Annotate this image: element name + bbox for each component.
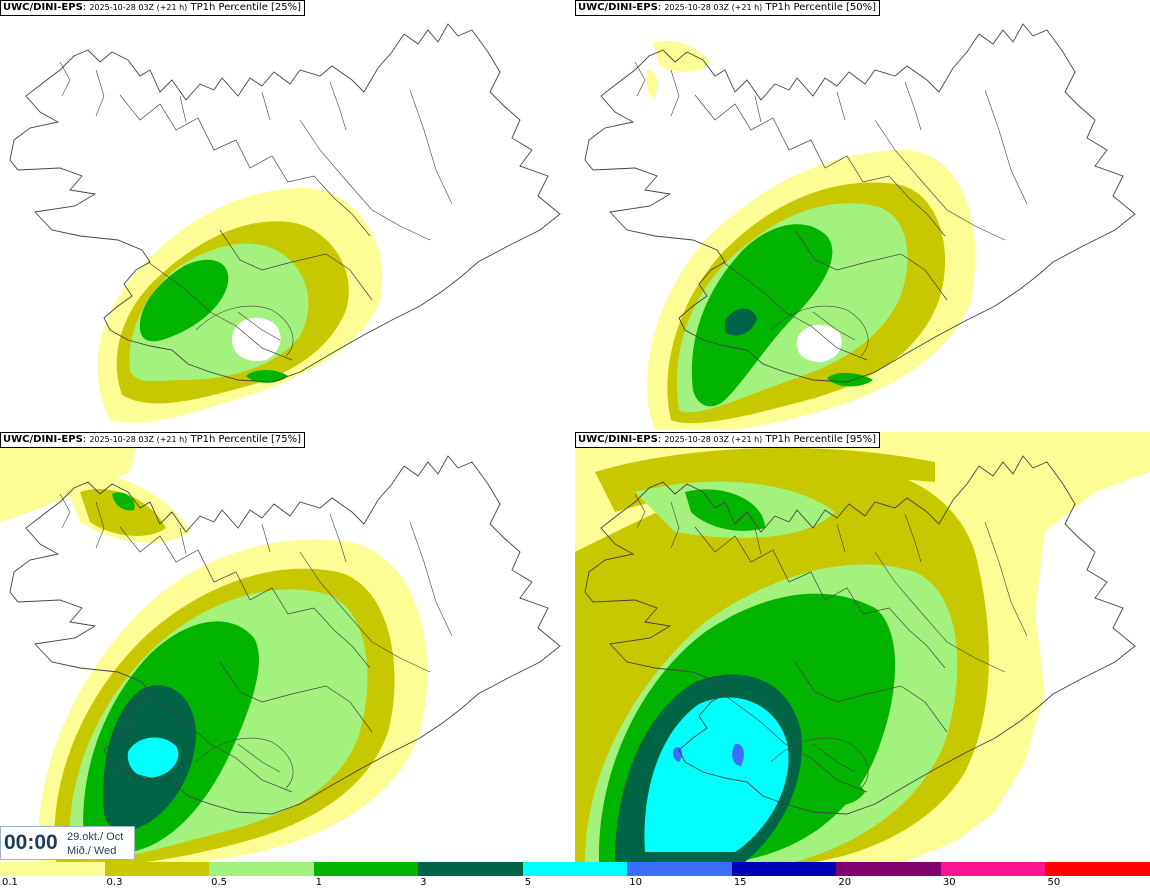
valid-time: 00:00: [4, 831, 58, 854]
run-info: 2025-10-28 03Z (+21 h): [664, 435, 763, 444]
model-name: UWC/DINI-EPS: [3, 2, 83, 13]
map-panel-50: UWC/DINI-EPS: 2025-10-28 03Z (+21 h) TP1…: [575, 0, 1150, 430]
legend-tick-label: 0.3: [106, 877, 123, 888]
legend-swatch: [731, 862, 837, 876]
precip-area-1: [691, 224, 833, 407]
legend-tick-label: 5: [524, 877, 532, 888]
legend-tick-label: 20: [838, 877, 852, 888]
legend-tick-label: 0.5: [211, 877, 227, 888]
precip-area-5: [644, 697, 789, 852]
legend-swatch: [209, 862, 314, 876]
panel-label: TP1h Percentile [95%]: [765, 434, 877, 445]
model-name: UWC/DINI-EPS: [3, 434, 83, 445]
map-panel-25: UWC/DINI-EPS: 2025-10-28 03Z (+21 h) TP1…: [0, 0, 575, 430]
dry-gap: [232, 317, 281, 362]
panel-label: TP1h Percentile [75%]: [190, 434, 302, 445]
precip-area-3: [725, 308, 757, 336]
legend-tick-label: 15: [733, 877, 747, 888]
precip-map: [9, 23, 561, 423]
legend-color-bar: [0, 862, 1150, 876]
run-info: 2025-10-28 03Z (+21 h): [89, 3, 188, 12]
legend-swatch: [836, 862, 941, 876]
model-name: UWC/DINI-EPS: [578, 2, 658, 13]
legend-swatch: [0, 862, 105, 876]
dry-gap: [796, 325, 842, 362]
precip-area-1b: [685, 489, 765, 531]
legend-swatch: [940, 862, 1046, 876]
legend-tick-label: 1: [315, 877, 322, 888]
panel-title: UWC/DINI-EPS: 2025-10-28 03Z (+21 h) TP1…: [0, 432, 306, 448]
legend-swatch: [522, 862, 628, 876]
valid-date: 29.okt./ Oct Mið./ Wed: [67, 830, 123, 858]
timestamp-box: 00:00 29.okt./ Oct Mið./ Wed: [0, 826, 135, 860]
map-panel-75: UWC/DINI-EPS: 2025-10-28 03Z (+21 h) TP1…: [0, 432, 575, 862]
precip-area-0.3b: [595, 448, 935, 512]
panel-label: TP1h Percentile [25%]: [190, 2, 302, 13]
color-legend: 0.1 0.3 0.5 1 3 5 10 15 20 30 50: [0, 862, 1150, 891]
legend-tick-labels: 0.1 0.3 0.5 1 3 5 10 15 20 30 50: [0, 877, 1150, 891]
precip-area-1: [139, 259, 229, 342]
dry-gap: [225, 777, 276, 816]
legend-swatch: [1045, 862, 1150, 876]
legend-swatch: [418, 862, 523, 876]
run-info: 2025-10-28 03Z (+21 h): [664, 3, 763, 12]
map-panel-95: UWC/DINI-EPS: 2025-10-28 03Z (+21 h) TP1…: [575, 432, 1150, 862]
panel-title: UWC/DINI-EPS: 2025-10-28 03Z (+21 h) TP1…: [575, 432, 881, 448]
run-info: 2025-10-28 03Z (+21 h): [89, 435, 188, 444]
panel-title: UWC/DINI-EPS: 2025-10-28 03Z (+21 h) TP1…: [575, 0, 881, 16]
legend-tick-label: 30: [942, 877, 956, 888]
precip-area-10: [672, 743, 744, 766]
panel-label: TP1h Percentile [50%]: [765, 2, 877, 13]
model-name: UWC/DINI-EPS: [578, 434, 658, 445]
precip-area-0.3b: [80, 489, 166, 536]
valid-date-line2: Mið./ Wed: [67, 845, 117, 857]
legend-swatch: [104, 862, 210, 876]
precip-area-0.1b: [646, 40, 711, 98]
precip-area-1b: [112, 492, 135, 511]
precip-area-1c: [805, 774, 865, 807]
panel-title: UWC/DINI-EPS: 2025-10-28 03Z (+21 h) TP1…: [0, 0, 306, 16]
precip-map: [0, 432, 561, 862]
legend-swatch: [313, 862, 419, 876]
precip-area-5: [127, 737, 179, 778]
precip-map: [575, 432, 1150, 862]
precip-map: [584, 23, 1136, 430]
precip-area-1b: [827, 372, 873, 387]
valid-date-line1: 29.okt./ Oct: [67, 831, 124, 843]
legend-tick-label: 3: [420, 877, 427, 888]
legend-tick-label: 10: [629, 877, 642, 888]
legend-tick-label: 0.1: [2, 877, 18, 888]
legend-swatch: [627, 862, 732, 876]
legend-tick-label: 50: [1047, 877, 1061, 888]
